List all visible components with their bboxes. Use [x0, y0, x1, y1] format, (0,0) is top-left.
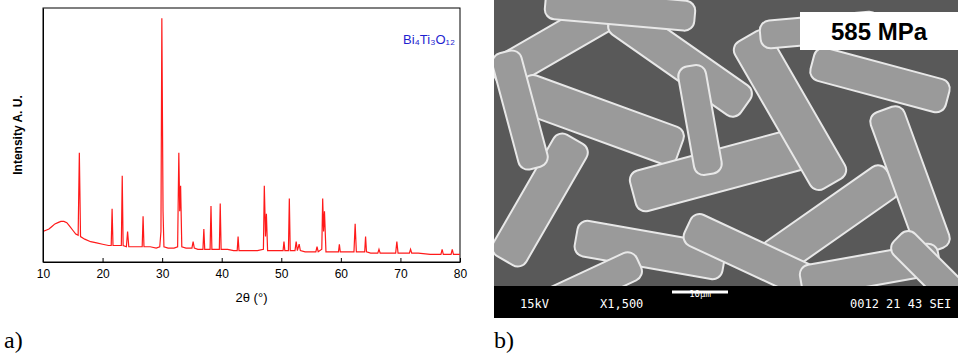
pressure-label: 585 MPa	[831, 18, 928, 45]
x-tick-mark	[400, 258, 401, 262]
y-axis-title: Intensity A. U.	[11, 95, 25, 175]
x-tick-label: 20	[96, 267, 110, 281]
x-tick-label: 40	[216, 267, 230, 281]
x-tick-label: 30	[156, 267, 170, 281]
y-axis-line	[43, 9, 44, 263]
x-tick-mark	[281, 258, 282, 262]
info-text: 0012 21 43 SEI	[850, 297, 951, 311]
x-tick: 30	[156, 258, 170, 281]
plot-frame	[43, 8, 460, 262]
x-tick: 60	[335, 258, 349, 281]
x-tick-label: 60	[335, 267, 349, 281]
x-tick-label: 50	[275, 267, 289, 281]
info-text: 15kV	[520, 297, 549, 311]
x-tick-label: 10	[37, 267, 51, 281]
panel-label: a)	[4, 327, 23, 353]
x-tick-mark	[103, 258, 104, 262]
grain	[544, 0, 696, 31]
x-axis-title: 2θ (°)	[236, 290, 268, 305]
info-text: X1,500	[600, 297, 643, 311]
x-axis: 10 20 30 40 50 60 70 80	[37, 258, 468, 281]
x-axis-line	[44, 262, 461, 263]
x-tick-mark	[341, 258, 342, 262]
x-tick-mark	[460, 258, 461, 262]
x-tick: 80	[454, 258, 468, 281]
info-bar	[494, 286, 958, 318]
sem-image	[494, 0, 958, 318]
scale-bar	[672, 291, 728, 294]
x-tick-mark	[222, 258, 223, 262]
compound-label: Bi₄Ti₃O₁₂	[403, 32, 455, 47]
x-tick-mark	[162, 258, 163, 262]
label-box	[800, 12, 958, 50]
x-tick-label: 80	[454, 267, 468, 281]
plot-area	[43, 18, 460, 254]
x-tick: 20	[96, 258, 110, 281]
grain	[808, 45, 952, 114]
panel-label: b)	[494, 327, 514, 353]
figure: 10 20 30 40 50 60 70 80 2θ (°) Intensity A. U. Bi₄…	[0, 0, 974, 356]
grain	[494, 48, 550, 172]
x-tick-label: 70	[394, 267, 408, 281]
x-tick: 40	[216, 258, 230, 281]
xrd-line	[43, 18, 460, 254]
x-tick: 50	[275, 258, 289, 281]
x-tick: 70	[394, 258, 408, 281]
y-axis	[43, 9, 44, 263]
grain	[677, 63, 724, 176]
